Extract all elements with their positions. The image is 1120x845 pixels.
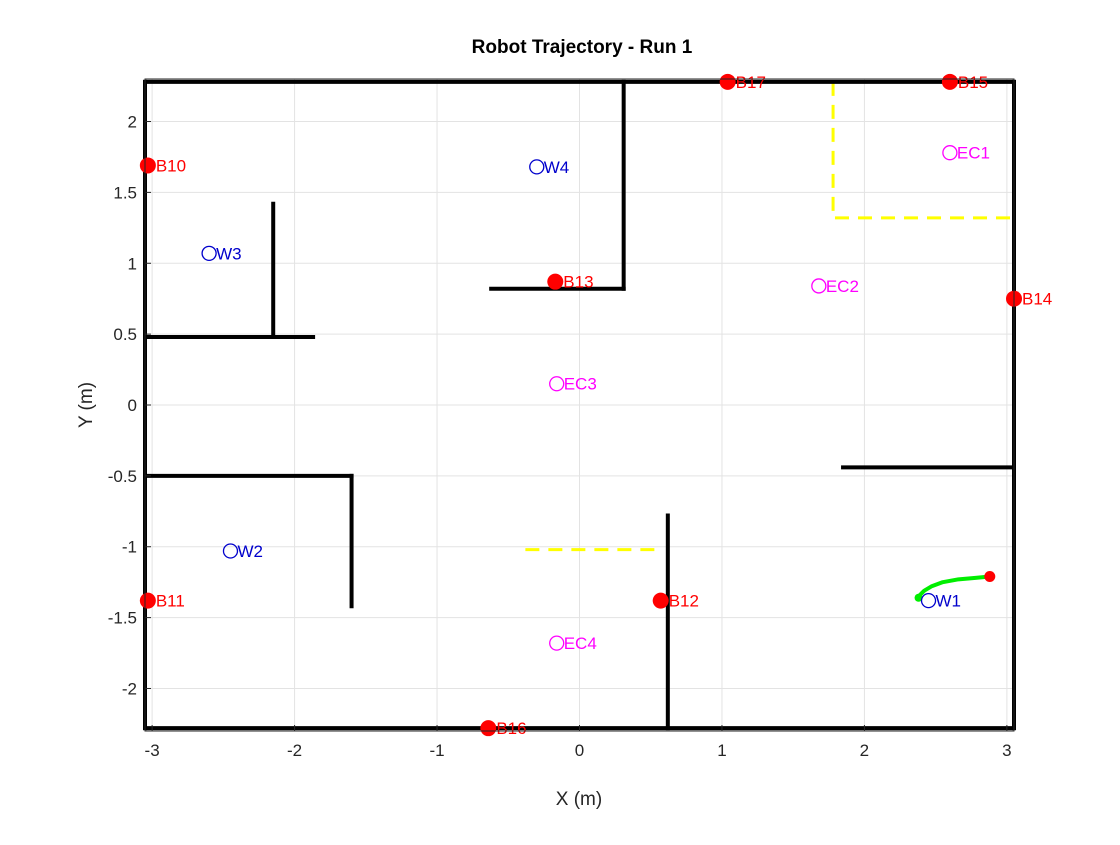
ec-marker [942, 145, 958, 161]
ec-marker [549, 376, 565, 392]
x-tick-label: -2 [287, 741, 302, 760]
beacon-marker [139, 157, 156, 174]
beacon-label: B15 [958, 73, 988, 92]
beacon-label: B10 [156, 156, 186, 175]
y-tick-label: 0.5 [113, 325, 137, 344]
beacon-marker [719, 73, 736, 90]
x-axis-label: X (m) [556, 789, 602, 810]
beacon-marker [139, 592, 156, 609]
y-tick-label: -2 [122, 679, 137, 698]
beacon-label: B13 [563, 273, 593, 292]
beacon-label: B14 [1022, 290, 1052, 309]
waypoint-marker [920, 592, 937, 609]
dashed-lines [525, 81, 1014, 552]
beacon-label: B12 [669, 592, 699, 611]
beacon-marker [547, 273, 564, 290]
beacon-label: B16 [496, 719, 526, 738]
waypoint-label: W4 [544, 158, 570, 177]
beacon-marker [652, 592, 669, 609]
y-tick-label: 2 [128, 113, 137, 132]
y-tick-label: 1.5 [113, 183, 137, 202]
beacon-marker [941, 73, 958, 90]
x-tick-label: -3 [145, 741, 160, 760]
x-tick-label: 0 [575, 741, 584, 760]
ec-label: EC2 [826, 277, 859, 296]
y-tick-label: -1.5 [108, 609, 137, 628]
ec-label: EC3 [564, 375, 597, 394]
beacon-label: B11 [156, 592, 185, 611]
x-tick-label: 1 [717, 741, 726, 760]
waypoint-label: W3 [216, 244, 242, 263]
x-tick-label: -1 [429, 741, 444, 760]
axes-box [144, 78, 1015, 732]
waypoint-label: W2 [237, 542, 263, 561]
start-marker [984, 571, 996, 583]
waypoint-marker [529, 159, 545, 175]
ec-marker [811, 278, 827, 294]
x-tick-label: 3 [1002, 741, 1011, 760]
dashed-line [831, 81, 1014, 220]
x-tick-label: 2 [860, 741, 869, 760]
ec-label: EC1 [957, 144, 990, 163]
ec-label: EC4 [564, 634, 597, 653]
trajectory-line [916, 574, 992, 600]
waypoint-marker [222, 543, 239, 559]
beacon-marker [480, 720, 497, 737]
trajectory-end-marker [914, 593, 923, 602]
y-axis-label: Y (m) [76, 382, 97, 428]
y-tick-label: -1 [122, 538, 137, 557]
waypoint-label: W1 [936, 592, 962, 611]
axes: -3 -2 -1 0 1 2 3 -2 -1.5 -1 -0.5 0 0.5 1 1.5 2 [108, 78, 1015, 760]
trajectory-layer [914, 571, 996, 602]
waypoint-marker [201, 245, 217, 261]
beacon-label: B17 [736, 73, 766, 92]
y-tick-label: -0.5 [108, 467, 137, 486]
ec-marker [549, 635, 565, 651]
y-tick-label: 1 [128, 254, 137, 273]
y-tick-label: 0 [128, 396, 137, 415]
chart-title: Robot Trajectory - Run 1 [472, 37, 693, 58]
